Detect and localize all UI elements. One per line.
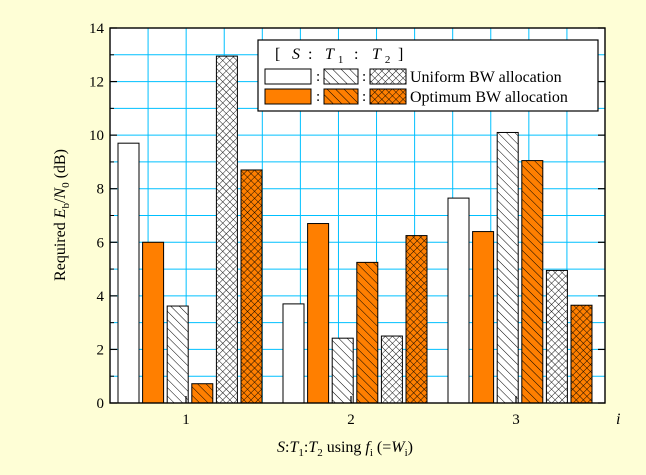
x-label-eq: (=: [373, 439, 391, 456]
bar-optimum-s-1: [142, 241, 165, 404]
bar-optimum-t2-3: [570, 304, 593, 404]
legend-sep: :: [316, 89, 320, 105]
legend-header: [ S : T 1 : T 2 ]: [275, 46, 403, 67]
legend-swatch-uniform-s: [264, 68, 312, 85]
legend-swatch-optimum-s: [264, 88, 312, 105]
y-label-n: N: [52, 187, 69, 200]
x-label-t: T: [289, 439, 299, 456]
legend-header-t2: T: [372, 46, 382, 63]
bar-optimum-s-3: [472, 231, 495, 404]
legend-header-t1: T: [325, 46, 335, 63]
bars-layer: [117, 55, 593, 404]
x-tick-label: 2: [347, 412, 355, 428]
x-tick-label: 3: [512, 412, 520, 428]
y-tick-label: 4: [97, 289, 105, 305]
x-label-t-sub2: 2: [317, 447, 323, 459]
bar-optimum-t1-1: [191, 383, 214, 404]
y-label-n-sub: 0: [60, 182, 72, 188]
x-tick-label: 1: [182, 412, 190, 428]
legend-row-optimum: : : Optimum BW allocation: [264, 88, 568, 106]
y-label-text: Required: [52, 218, 69, 281]
x-axis-label: S:T1:T2 using fi (=Wi): [277, 439, 413, 459]
bar-optimum-t1-2: [356, 261, 379, 404]
x-label-colon2: :: [304, 439, 308, 456]
legend-swatch-optimum-t1: [323, 88, 359, 105]
x-label-w-sub: i: [405, 447, 408, 459]
y-tick-label: 0: [97, 396, 105, 412]
legend-header-open: [: [275, 46, 280, 63]
legend-header-colon1: :: [308, 46, 312, 63]
legend-label-uniform: Uniform BW allocation: [410, 69, 562, 86]
x-label-colon1: :: [285, 439, 289, 456]
x-label-t-sub1: 1: [298, 447, 304, 459]
y-label-e: E: [52, 208, 69, 219]
legend-header-close: ]: [398, 46, 403, 63]
legend-swatch-uniform-t2: [369, 68, 407, 85]
x-label-t2: T: [308, 439, 318, 456]
legend-sep: :: [316, 69, 320, 85]
legend-swatch-uniform-t1: [323, 68, 359, 85]
legend-box: [257, 39, 599, 112]
bar-optimum-s-2: [307, 223, 330, 404]
legend-header-t1-sub: 1: [338, 54, 344, 66]
legend-sep: :: [362, 69, 366, 85]
bar-uniform-t1-2: [331, 337, 354, 404]
bar-uniform-t1-3: [496, 131, 519, 404]
x-label-w: W: [391, 439, 406, 456]
bar-uniform-s-1: [117, 142, 140, 404]
y-label-e-sub: b: [60, 203, 72, 209]
x-label-s: S: [277, 439, 285, 456]
x-label-close: ): [408, 439, 413, 456]
legend-sep: :: [362, 89, 366, 105]
y-label-slash: /: [52, 198, 69, 203]
x-label-f-sub: i: [370, 447, 373, 459]
bar-uniform-s-3: [447, 197, 470, 404]
legend-label-optimum: Optimum BW allocation: [410, 89, 568, 106]
legend-swatch-optimum-t2: [369, 88, 407, 105]
y-tick-label: 12: [89, 75, 104, 91]
bar-optimum-t2-1: [240, 169, 263, 404]
legend: [ S : T 1 : T 2 ] : : Uniform BW allocat…: [257, 39, 599, 112]
y-tick-label: 10: [89, 128, 104, 144]
bar-uniform-t2-3: [545, 269, 568, 404]
bar-optimum-t1-3: [521, 160, 544, 404]
y-label-unit: (dB): [52, 149, 69, 182]
bar-uniform-t2-1: [215, 55, 238, 404]
x-label-f: f: [365, 439, 372, 456]
bar-optimum-t2-2: [405, 235, 428, 404]
y-axis-label: Required Eb/N0 (dB): [52, 149, 72, 281]
legend-header-t2-sub: 2: [385, 54, 391, 66]
bar-uniform-s-2: [282, 303, 305, 404]
x-axis-end-label: i: [616, 411, 620, 428]
legend-header-colon2: :: [354, 46, 358, 63]
y-tick-label: 2: [97, 342, 105, 358]
legend-header-s: S: [292, 46, 300, 63]
y-tick-label: 14: [89, 21, 105, 37]
bar-uniform-t1-1: [166, 305, 189, 404]
y-tick-label: 8: [97, 182, 105, 198]
x-label-using: using: [323, 439, 366, 456]
x-axis-ticks: 1 2 3: [182, 396, 520, 428]
bar-uniform-t2-2: [380, 335, 403, 404]
y-tick-label: 6: [97, 235, 105, 251]
legend-row-uniform: : : Uniform BW allocation: [264, 68, 562, 86]
